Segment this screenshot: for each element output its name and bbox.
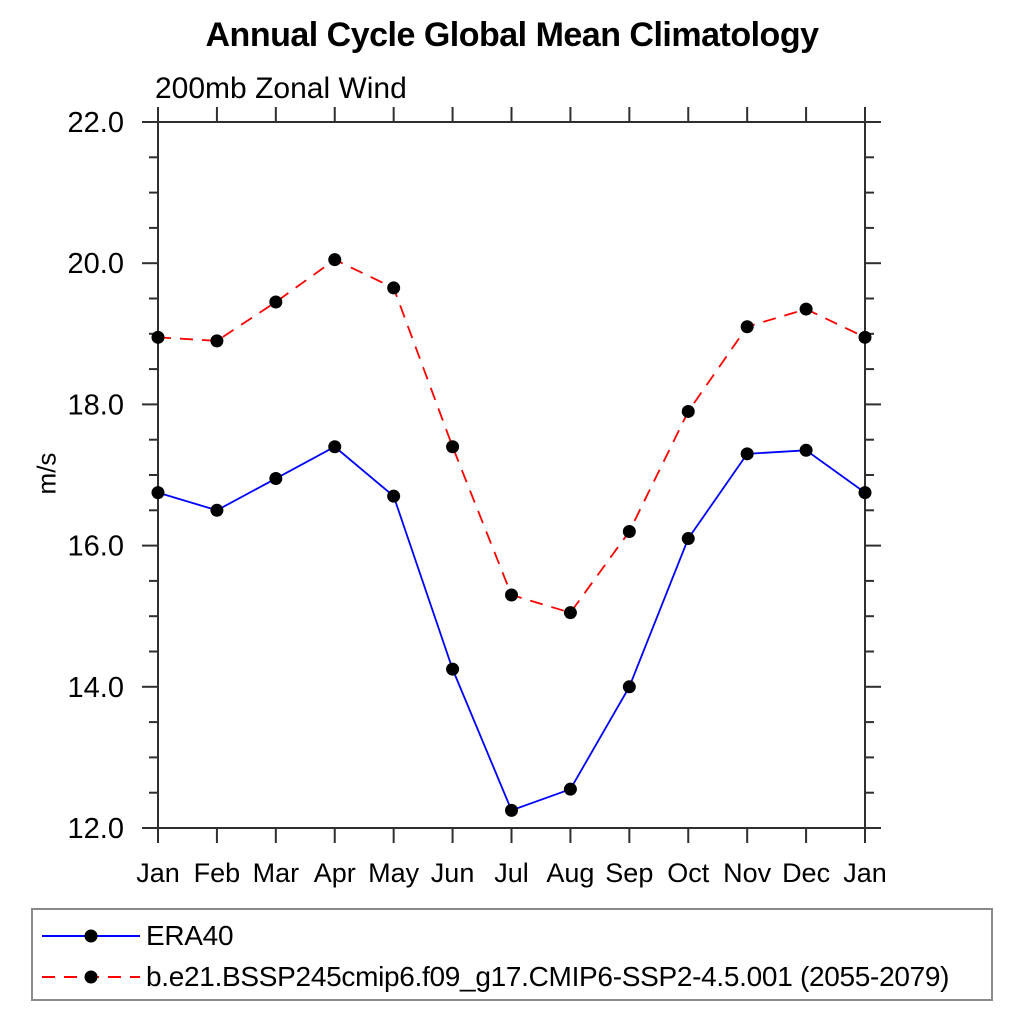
legend: ERA40 b.e21.BSSP245cmip6.f09_g17.CMIP6-SS… [31,908,993,1001]
y-tick-label: 16.0 [68,531,124,563]
x-tick-label: Sep [605,858,653,888]
chart-title: Annual Cycle Global Mean Climatology [205,16,820,54]
x-tick-label: Jul [494,858,529,888]
legend-marker-icon [84,929,98,942]
data-point-marker [858,330,872,344]
x-tick-label: Dec [782,858,830,888]
y-tick-label: 14.0 [68,672,124,704]
data-point-marker [622,524,636,538]
y-tick-label: 12.0 [68,813,124,845]
x-tick-label: Jun [431,858,475,888]
data-point-marker [151,330,165,344]
data-point-marker [446,440,460,454]
legend-marker-icon [84,970,98,983]
x-tick-label: Feb [194,858,241,888]
x-tick-label: Oct [667,858,710,888]
y-tick-label: 20.0 [68,248,124,280]
x-tick-label: Aug [546,858,594,888]
data-point-marker [387,281,401,295]
data-point-marker [210,503,224,517]
data-point-marker [328,253,342,267]
legend-item: b.e21.BSSP245cmip6.f09_g17.CMIP6-SSP2-4.… [38,956,991,997]
y-tick-label: 18.0 [68,389,124,421]
data-point-marker [210,334,224,348]
data-point-marker [269,472,283,486]
x-tick-label: Mar [253,858,300,888]
data-point-marker [446,662,460,676]
y-tick-label: 22.0 [68,107,124,139]
chart-subtitle: 200mb Zonal Wind [155,72,407,105]
x-tick-label: May [368,858,420,888]
series-line [157,258,866,614]
x-tick-label: Jan [843,858,887,888]
data-point-marker [740,447,754,461]
data-point-marker [622,680,636,694]
data-point-marker [505,803,518,817]
data-point-marker [681,404,695,418]
x-tick-label: Nov [723,858,772,888]
legend-label: b.e21.BSSP245cmip6.f09_g17.CMIP6-SSP2-4.… [146,960,950,992]
data-point-marker [269,295,283,309]
legend-label: ERA40 [146,919,234,951]
data-point-marker [740,320,754,334]
series-line [157,445,866,812]
x-tick-label: Jan [136,858,180,888]
data-point-marker [681,532,695,546]
data-point-marker [563,606,577,620]
legend-swatch-line [42,929,140,942]
data-point-marker [563,782,577,796]
legend-item: ERA40 [38,915,991,956]
data-point-marker [505,588,518,602]
data-point-marker [328,440,342,454]
plot-frame [157,121,866,829]
data-point-marker [799,443,813,457]
data-point-marker [799,302,813,316]
data-point-marker [151,486,165,500]
legend-swatch-line [42,970,140,983]
data-point-marker [387,489,401,503]
x-tick-label: Apr [314,858,356,888]
data-point-marker [858,486,872,500]
